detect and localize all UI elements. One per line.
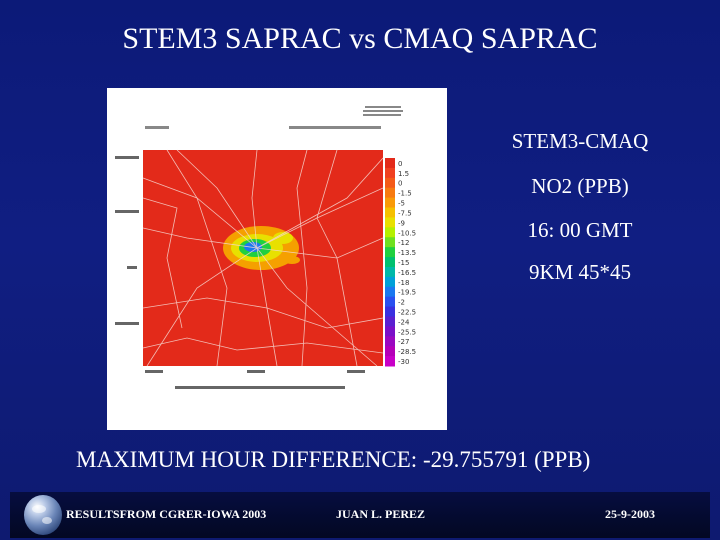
legend-swatch [385,167,395,179]
legend-swatch [385,197,395,209]
label-grid-resolution: 9KM 45*45 [528,260,632,284]
legend-label: -16.5 [398,269,416,277]
legend-swatch [385,257,395,268]
legend-label: 0 [398,160,402,168]
legend-label: -25.5 [398,328,416,336]
legend-labels: 0 1.5 0 -1.5 -5-7.5 -9 -10.5 -12 -13.5 -15 -16.5 -1… [398,160,416,366]
legend-label: 0 [398,180,402,188]
legend-label: -30 [398,358,409,366]
legend-swatch [385,296,395,308]
footer-bar: RESULTSFROM CGRER-IOWA 2003 JUAN L. PERE… [10,492,710,538]
label-time-gmt: 16: 00 GMT [527,218,633,242]
legend-swatch [385,177,395,189]
legend-label: -15 [398,259,409,267]
legend-colorbar [385,158,395,367]
legend-label: -27 [398,338,409,346]
legend-swatch [385,247,395,258]
footer-source: RESULTSFROM CGRER-IOWA 2003 [66,507,267,521]
legend-label: -24 [398,318,410,326]
legend-label: -19.5 [398,289,416,297]
legend-swatch [385,227,395,238]
legend-label: -9 [398,219,405,227]
label-stem3-cmaq: STEM3-CMAQ [511,129,649,153]
legend-label: -22.5 [398,308,416,316]
legend-label: -5 [398,200,405,208]
footer-author: JUAN L. PEREZ [336,507,426,521]
legend-swatch [385,306,395,317]
legend-swatch [385,346,395,357]
road-lines [142,149,384,367]
legend-label: -18 [398,279,409,287]
legend-swatch [385,187,395,199]
legend-label: -7.5 [398,209,412,217]
legend-swatch [385,158,395,169]
legend-swatch [385,356,395,367]
globe-icon [24,495,62,535]
legend-label: 1.5 [398,170,409,178]
legend-swatch [385,237,395,248]
legend-swatch [385,326,395,337]
legend-swatch [385,207,395,218]
legend-swatch [385,286,395,298]
footer-date: 25-9-2003 [605,507,655,521]
legend-label: -1.5 [398,190,412,198]
legend-label: -10.5 [398,229,416,237]
legend-swatch [385,266,395,278]
legend-label: -13.5 [398,249,416,257]
legend-swatch [385,336,395,347]
legend-label: -28.5 [398,348,416,356]
label-no2-ppb: NO2 (PPB) [531,174,629,198]
slide-title: STEM3 SAPRAC vs CMAQ SAPRAC [122,22,598,55]
legend-label: -12 [398,239,409,247]
legend-label: -2 [398,299,405,307]
legend-swatch [385,217,395,228]
legend-swatch [385,276,395,288]
map-image: 0 1.5 0 -1.5 -5 -7.5 -9 -10.5 -12 -13.5 -15 -16.5 -1… [107,88,447,430]
max-difference-text: MAXIMUM HOUR DIFFERENCE: -29.755791 (PPB… [76,447,591,472]
legend-swatch [385,316,395,327]
plot-header [145,106,403,129]
